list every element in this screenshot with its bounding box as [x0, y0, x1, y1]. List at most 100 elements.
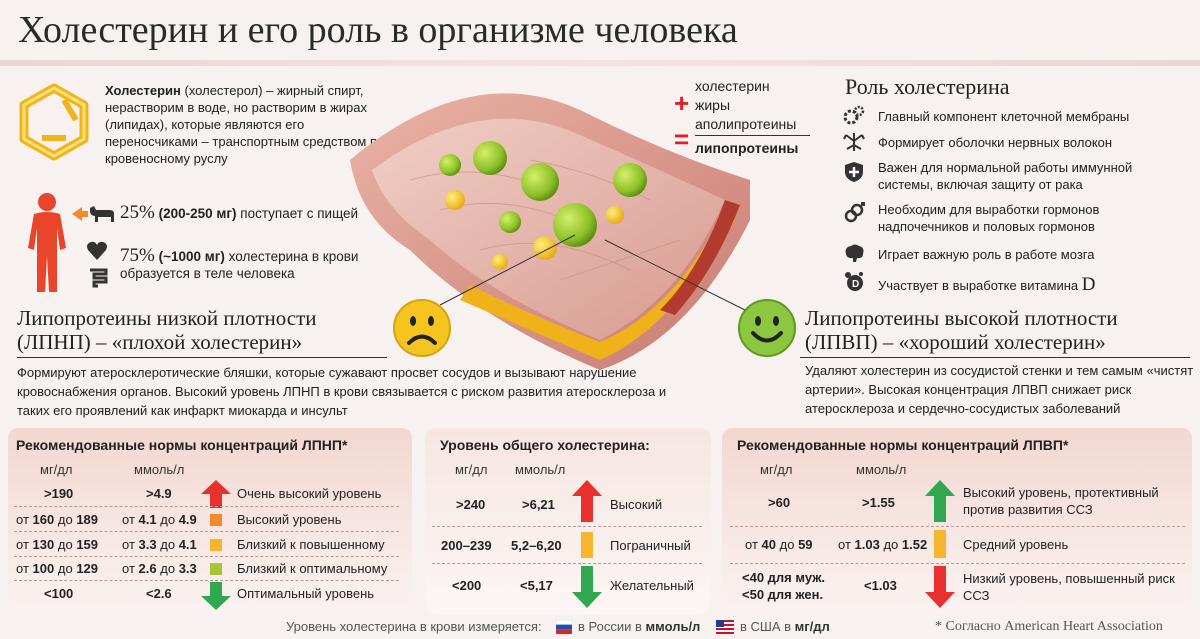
role-title: Роль холестерина [845, 74, 1010, 99]
hdl-underline [800, 357, 1190, 358]
total-arrow-up-icon [572, 480, 602, 522]
hdl-row-2-label: Средний уровень [963, 537, 1069, 552]
ldl-row-3-mg: от 130 до 159 [16, 537, 99, 552]
ldl-row-1-mg: >190 [44, 486, 74, 501]
eq-equals-icon: = [674, 124, 690, 154]
ldl-row-4-color [210, 563, 222, 575]
total-arrow-down-icon [572, 566, 602, 608]
role-item-4: Необходим для выработки гормонов надпоче… [878, 202, 1100, 234]
arrow-down-green-icon [201, 582, 231, 610]
ldl-pointer-line [440, 234, 576, 306]
hdl-row-1-label: Высокий уровень, протективный против раз… [963, 485, 1159, 517]
footer-text: Уровень холестерина в крови измеряется: [286, 619, 542, 634]
hdl-title-line-1: Липопротеины высокой плотности [805, 306, 1118, 330]
ldl-row-4-mg: от 100 до 129 [16, 561, 99, 576]
hdl-col-mmol: ммоль/л [856, 462, 907, 477]
food-text: поступает с пищей [240, 206, 359, 221]
role-item-3: Важен для нормальной работы иммунной сис… [878, 160, 1133, 192]
role-item-5: Играет важную роль в работе мозга [878, 247, 1095, 262]
intro-definition: (холестерол) – жирный спирт, нерастворим… [105, 83, 385, 166]
ldl-col-mmol: ммоль/л [134, 462, 185, 477]
ldl-row-1-mmol: >4.9 [146, 486, 172, 501]
total-table-title: Уровень общего холестерина: [440, 437, 650, 453]
russia-flag-icon [556, 620, 572, 634]
ldl-row-5-mmol: <2.6 [146, 586, 172, 601]
usa-flag-icon [716, 620, 734, 634]
ldl-row-2-label: Высокий уровень [237, 512, 342, 527]
eq-plus-icon: + [674, 88, 690, 118]
hdl-arrow-down-icon [925, 566, 955, 608]
total-row-1-label: Высокий [610, 497, 663, 512]
role-item-1: Главный компонент клеточной мембраны [878, 109, 1130, 124]
total-row-1-mmol: >6,21 [522, 497, 555, 512]
hdl-panel [722, 428, 1192, 614]
gears-icon [843, 105, 865, 125]
total-row-2-color [581, 532, 593, 558]
hdl-arrow-up-icon [925, 480, 955, 522]
hdl-row-3-mg-1: <40 для муж. [742, 570, 826, 585]
ldl-sep-4 [14, 580, 399, 581]
total-row-3-mmol: <5,17 [520, 578, 553, 593]
total-col-mmol: ммоль/л [515, 462, 566, 477]
hdl-row-3-mmol: <1.03 [864, 578, 897, 593]
ldl-row-1-label: Очень высокий уровень [237, 486, 382, 501]
hdl-sep-2 [730, 563, 1185, 564]
sad-face-icon [393, 299, 451, 357]
ldl-description: Формируют атеросклеротические бляшки, ко… [17, 365, 667, 418]
food-percent: 25% [120, 202, 155, 223]
ldl-title-line-2: (ЛПНП) – «плохой холестерин» [17, 330, 303, 354]
footer-usa: в США в мг/дл [740, 619, 830, 634]
ldl-row-4-mmol: от 2.6 до 3.3 [122, 561, 197, 576]
total-row-3-label: Желательный [610, 578, 694, 593]
title-band [0, 60, 1200, 66]
total-col-mg: мг/дл [455, 462, 488, 477]
hdl-col-mg: мг/дл [760, 462, 793, 477]
total-row-1-mg: >240 [456, 497, 486, 512]
total-panel [425, 428, 711, 614]
hdl-sep-1 [730, 526, 1185, 527]
arrow-up-red-icon [201, 480, 231, 508]
hdl-row-3-mg-2: <50 для жен. [742, 587, 824, 602]
body-text-2: образуется в теле человека [120, 266, 295, 281]
cow-icon [90, 206, 114, 222]
ldl-row-5-label: Оптимальный уровень [237, 586, 375, 601]
ldl-row-5-mg: <100 [44, 586, 74, 601]
ldl-row-2-mg: от 160 до 189 [16, 512, 99, 527]
role-item-2: Формирует оболочки нервных волокон [878, 135, 1113, 150]
total-row-2-mmol: 5,2–6,20 [511, 538, 562, 553]
hdl-row-1-mg: >60 [768, 495, 791, 510]
role-item-6-text: Участвует в выработке витамина [878, 278, 1079, 293]
cholesterol-molecule-icon [19, 83, 89, 161]
body-source-line-1: 75% (~1000 мг) холестерина в крови [120, 245, 358, 267]
eq-line [695, 135, 810, 136]
ldl-table-title: Рекомендованные нормы концентраций ЛПНП* [16, 437, 348, 453]
role-item-6: Участвует в выработке витамина D [878, 275, 1183, 294]
hdl-row-1-mmol: >1.55 [862, 495, 895, 510]
gender-symbols-icon [844, 202, 865, 223]
total-sep-1 [432, 526, 702, 527]
svg-text:D: D [852, 279, 859, 290]
eq-apolipoproteins: аполипротеины [695, 116, 797, 132]
ldl-row-4-label: Близкий к оптимальному [237, 561, 388, 576]
hdl-row-3-label: Низкий уровень, повышенный риск ССЗ [963, 571, 1175, 603]
vitamin-d-icon: D [845, 272, 863, 291]
ldl-row-2-color [210, 514, 222, 526]
ldl-row-3-mmol: от 3.3 до 4.1 [122, 537, 197, 552]
ldl-row-3-color [210, 539, 222, 551]
total-row-2-mg: 200–239 [441, 538, 492, 553]
ldl-title-line-1: Липопротеины низкой плотности [17, 306, 317, 330]
ldl-sep-3 [14, 556, 399, 557]
page-title: Холестерин и его роль в организме челове… [18, 9, 738, 51]
hdl-row-2-mg: от 40 до 59 [745, 537, 813, 552]
food-source-line: 25% (200-250 мг) поступает с пищей [120, 202, 358, 224]
body-text-1: холестерина в крови [228, 249, 359, 264]
shield-icon [845, 162, 863, 182]
eq-cholesterol: холестерин [695, 78, 770, 94]
intestine-icon [90, 268, 108, 288]
ldl-row-2-mmol: от 4.1 до 4.9 [122, 512, 197, 527]
neuron-icon [843, 133, 865, 151]
ldl-col-mg: мг/дл [40, 462, 73, 477]
eq-lipoproteins: липопротеины [695, 140, 799, 156]
food-amount: (200-250 мг) [158, 206, 237, 221]
hdl-row-2-color [934, 530, 946, 558]
